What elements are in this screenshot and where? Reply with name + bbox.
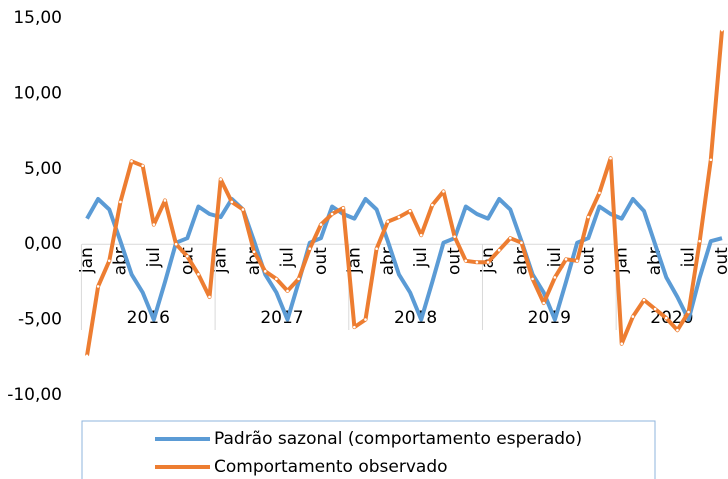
x-tick-label: jan bbox=[77, 247, 97, 274]
x-tick-label: out bbox=[311, 247, 331, 275]
point bbox=[308, 247, 312, 251]
point bbox=[353, 325, 356, 329]
y-tick-label: -5,00 bbox=[18, 310, 62, 330]
point bbox=[542, 301, 546, 305]
point bbox=[208, 295, 211, 299]
point bbox=[698, 239, 701, 243]
point bbox=[664, 316, 668, 320]
point bbox=[709, 158, 713, 162]
point bbox=[642, 298, 646, 302]
point bbox=[553, 276, 557, 279]
x-tick-label: jul bbox=[144, 247, 164, 268]
point bbox=[386, 220, 390, 223]
legend-box bbox=[81, 420, 656, 479]
point bbox=[275, 277, 278, 281]
point bbox=[509, 236, 512, 240]
x-tick-label: out bbox=[445, 247, 465, 275]
point bbox=[653, 307, 657, 311]
point bbox=[130, 159, 133, 163]
year-label: 2017 bbox=[260, 308, 303, 328]
year-label: 2019 bbox=[528, 308, 571, 328]
point bbox=[464, 259, 468, 263]
point bbox=[241, 208, 245, 211]
point bbox=[453, 235, 456, 238]
point bbox=[486, 260, 490, 264]
point bbox=[620, 342, 624, 346]
legend-label: Padrão sazonal (comportamento esperado) bbox=[214, 429, 582, 449]
x-tick-label: jul bbox=[411, 247, 431, 268]
point bbox=[609, 156, 612, 160]
point bbox=[141, 164, 144, 168]
point bbox=[497, 248, 501, 252]
point bbox=[163, 199, 167, 202]
x-tick-label: jul bbox=[545, 247, 565, 268]
point bbox=[364, 318, 367, 321]
point bbox=[375, 247, 378, 251]
point bbox=[531, 277, 534, 281]
point bbox=[85, 354, 89, 358]
y-tick-label: 15,00 bbox=[13, 8, 62, 28]
point bbox=[408, 209, 412, 213]
x-tick-label: jul bbox=[278, 247, 298, 268]
point bbox=[575, 259, 579, 263]
point bbox=[564, 257, 568, 261]
point bbox=[431, 203, 434, 207]
point bbox=[341, 206, 345, 210]
point bbox=[252, 250, 256, 254]
year-label: 2016 bbox=[127, 308, 170, 328]
y-tick-label: 0,00 bbox=[24, 234, 62, 254]
point bbox=[419, 233, 423, 237]
point bbox=[119, 200, 122, 204]
point bbox=[197, 273, 200, 276]
legend-label: Comportamento observado bbox=[214, 457, 448, 477]
point bbox=[152, 223, 156, 226]
point bbox=[720, 28, 724, 32]
point bbox=[107, 259, 111, 263]
point bbox=[263, 270, 267, 273]
series-line bbox=[85, 29, 724, 357]
y-tick-label: -10,00 bbox=[7, 385, 62, 405]
x-tick-label: out bbox=[712, 247, 728, 275]
x-tick-label: out bbox=[578, 247, 598, 275]
x-tick-label: jul bbox=[679, 247, 699, 268]
year-label: 2018 bbox=[394, 308, 437, 328]
point bbox=[319, 223, 323, 226]
point bbox=[174, 242, 178, 246]
point bbox=[442, 190, 445, 193]
point bbox=[520, 241, 523, 244]
y-tick-label: 5,00 bbox=[24, 159, 62, 179]
x-tick-label: jan bbox=[211, 247, 231, 274]
point bbox=[286, 289, 289, 293]
point bbox=[598, 191, 601, 195]
point bbox=[185, 254, 189, 258]
point bbox=[219, 178, 222, 181]
y-tick-label: 10,00 bbox=[13, 83, 62, 103]
series-line bbox=[85, 197, 723, 322]
point bbox=[631, 315, 635, 318]
point bbox=[96, 285, 100, 288]
point bbox=[676, 328, 679, 332]
point bbox=[687, 310, 690, 314]
point bbox=[587, 215, 590, 219]
point bbox=[475, 260, 479, 264]
point bbox=[397, 215, 401, 219]
point bbox=[330, 212, 334, 216]
point bbox=[297, 277, 300, 281]
point bbox=[230, 200, 234, 204]
